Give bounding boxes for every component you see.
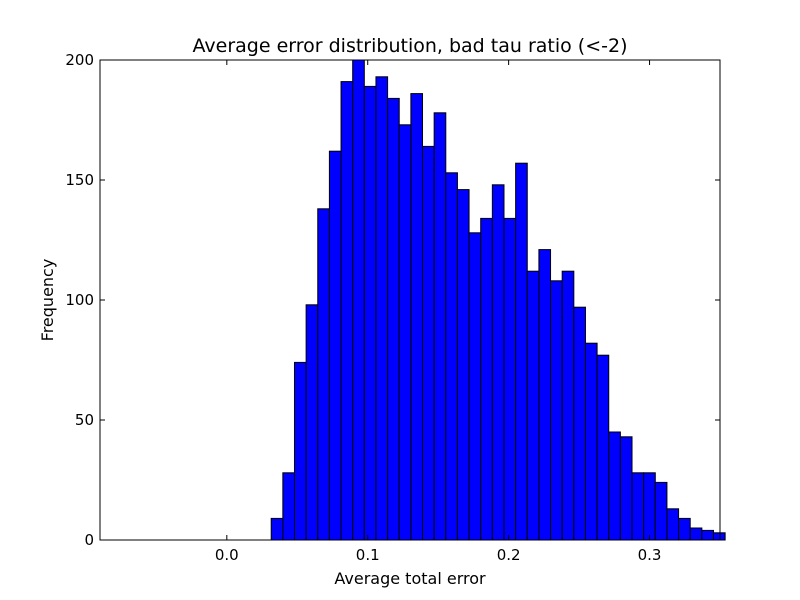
histogram-bar <box>666 508 680 541</box>
histogram-bar <box>422 145 435 541</box>
histogram-bar <box>328 150 342 541</box>
histogram-bar <box>305 304 319 541</box>
histogram-bar <box>433 112 447 541</box>
histogram-bar <box>526 270 540 541</box>
histogram-bar <box>445 172 458 541</box>
histogram-bar <box>654 481 668 541</box>
histogram-bar <box>550 280 563 541</box>
histogram-bar <box>596 354 610 541</box>
histogram-bar <box>293 361 307 541</box>
ticks-group: 0.0 0.1 0.2 0.3 0 50 100 150 200 <box>65 51 720 564</box>
y-tick-label: 0 <box>84 531 94 549</box>
histogram-bar <box>317 208 330 541</box>
histogram-bar <box>561 270 575 541</box>
histogram-bar <box>515 162 528 541</box>
y-tick-label: 50 <box>75 411 94 429</box>
y-tick-label: 100 <box>65 291 94 309</box>
histogram-bar <box>689 527 703 541</box>
histogram-bar <box>631 472 645 541</box>
x-tick-label: 0.2 <box>497 546 521 564</box>
histogram-bar <box>619 436 633 541</box>
plot-frame <box>99 59 721 541</box>
bars-group <box>270 59 726 541</box>
histogram-bar <box>491 184 505 541</box>
histogram-bar <box>573 306 586 541</box>
histogram-bar <box>584 342 598 541</box>
histogram-bar <box>712 532 726 541</box>
histogram-bar <box>270 517 284 541</box>
y-tick-label: 150 <box>65 171 94 189</box>
histogram-bar <box>480 217 493 541</box>
histogram-bar <box>503 217 517 541</box>
y-axis-title: Frequency <box>38 259 57 342</box>
histogram-bar <box>398 124 412 541</box>
x-tick-label: 0.0 <box>215 546 239 564</box>
y-tick-label: 200 <box>65 51 94 69</box>
x-tick-label: 0.3 <box>638 546 662 564</box>
histogram-bar <box>387 97 400 541</box>
histogram-bar <box>701 529 714 541</box>
histogram-bar <box>456 189 470 541</box>
histogram-bar <box>363 85 377 541</box>
histogram-bar <box>352 59 365 541</box>
histogram-bar <box>643 472 656 541</box>
histogram-bar <box>538 249 552 541</box>
histogram-bar <box>375 76 389 541</box>
histogram-bar <box>678 517 691 541</box>
histogram-bar <box>410 93 424 541</box>
histogram-bar <box>468 232 482 541</box>
histogram-bar <box>340 81 354 541</box>
histogram-bar <box>282 472 295 541</box>
x-axis-title: Average total error <box>334 569 486 588</box>
chart-title: Average error distribution, bad tau rati… <box>193 35 628 57</box>
histogram-bar <box>608 431 621 541</box>
x-tick-label: 0.1 <box>356 546 380 564</box>
